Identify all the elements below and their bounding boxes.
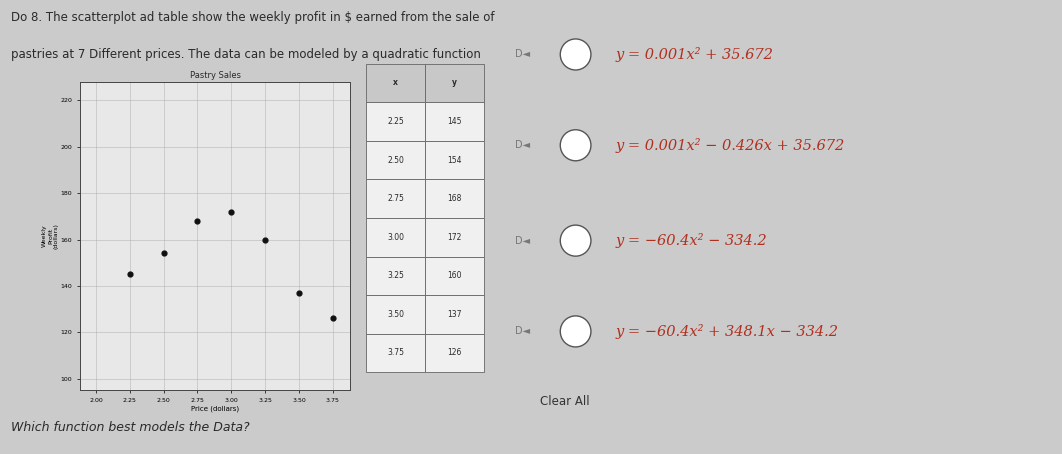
Point [121, 271, 138, 278]
Y-axis label: Weekly
Profit
(dollars): Weekly Profit (dollars) [42, 223, 58, 249]
Text: Which function best models the Data?: Which function best models the Data? [11, 420, 250, 434]
Text: 2.75: 2.75 [388, 194, 405, 203]
Point [189, 217, 206, 225]
FancyBboxPatch shape [425, 334, 483, 372]
Text: 172: 172 [447, 233, 462, 242]
Text: y = −60.4x² + 348.1x − 334.2: y = −60.4x² + 348.1x − 334.2 [616, 324, 839, 339]
Title: Pastry Sales: Pastry Sales [189, 70, 241, 79]
Text: D◄: D◄ [515, 49, 530, 59]
Circle shape [561, 225, 590, 256]
Text: y = 0.001x² + 35.672: y = 0.001x² + 35.672 [616, 47, 774, 62]
FancyBboxPatch shape [425, 257, 483, 295]
Point [257, 236, 274, 243]
FancyBboxPatch shape [425, 295, 483, 334]
Text: y = 0.001x² − 0.426x + 35.672: y = 0.001x² − 0.426x + 35.672 [616, 138, 845, 153]
FancyBboxPatch shape [366, 218, 425, 257]
Text: Do 8. The scatterplot ad table show the weekly profit in $ earned from the sale : Do 8. The scatterplot ad table show the … [11, 11, 494, 25]
Point [291, 289, 308, 296]
Text: D◄: D◄ [515, 140, 530, 150]
FancyBboxPatch shape [366, 295, 425, 334]
FancyBboxPatch shape [425, 218, 483, 257]
FancyBboxPatch shape [366, 334, 425, 372]
Text: 2.50: 2.50 [388, 156, 405, 164]
Text: 2.25: 2.25 [388, 117, 404, 126]
Text: D◄: D◄ [515, 326, 530, 336]
X-axis label: Price (dollars): Price (dollars) [191, 406, 239, 412]
FancyBboxPatch shape [425, 141, 483, 179]
Text: 154: 154 [447, 156, 462, 164]
Point [324, 315, 341, 322]
Point [223, 208, 240, 215]
FancyBboxPatch shape [366, 64, 425, 102]
Text: Clear All: Clear All [541, 395, 589, 408]
Text: 3.25: 3.25 [388, 271, 405, 280]
Circle shape [561, 130, 590, 161]
Text: D◄: D◄ [515, 236, 530, 246]
Text: 160: 160 [447, 271, 462, 280]
Text: y: y [451, 79, 457, 87]
Text: 126: 126 [447, 349, 462, 357]
Text: pastries at 7 Different prices. The data can be modeled by a quadratic function: pastries at 7 Different prices. The data… [11, 48, 480, 61]
FancyBboxPatch shape [366, 179, 425, 218]
Circle shape [561, 316, 590, 347]
Text: 168: 168 [447, 194, 462, 203]
FancyBboxPatch shape [425, 64, 483, 102]
FancyBboxPatch shape [366, 141, 425, 179]
Text: 137: 137 [447, 310, 462, 319]
Text: y = −60.4x² − 334.2: y = −60.4x² − 334.2 [616, 233, 768, 248]
FancyBboxPatch shape [366, 257, 425, 295]
Circle shape [561, 39, 590, 70]
FancyBboxPatch shape [425, 102, 483, 141]
Text: x: x [393, 79, 398, 87]
FancyBboxPatch shape [425, 179, 483, 218]
Text: 145: 145 [447, 117, 462, 126]
Text: 3.50: 3.50 [388, 310, 405, 319]
Text: 3.75: 3.75 [388, 349, 405, 357]
Point [155, 250, 172, 257]
Text: 3.00: 3.00 [388, 233, 405, 242]
FancyBboxPatch shape [366, 102, 425, 141]
